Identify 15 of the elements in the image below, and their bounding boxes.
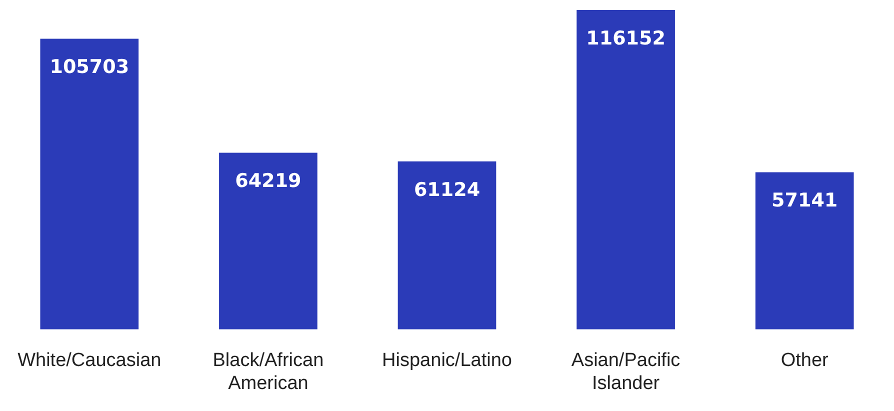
bar — [40, 38, 139, 330]
data-label: 64219 — [235, 170, 302, 192]
bar — [398, 161, 496, 330]
x-tick-label: White/Caucasian — [18, 350, 162, 372]
x-tick-label: Asian/Pacific Islander — [571, 350, 680, 394]
data-label: 57141 — [772, 190, 838, 212]
data-label: 61124 — [414, 178, 480, 201]
bar — [219, 152, 318, 330]
x-tick-label: Black/African American — [212, 350, 324, 394]
x-tick-label: Other — [780, 350, 830, 372]
data-label: 105703 — [50, 56, 130, 78]
data-label: 116152 — [586, 27, 666, 50]
bar — [755, 172, 854, 330]
x-tick-label: Hispanic/Latino — [382, 350, 512, 372]
bar — [576, 10, 675, 330]
